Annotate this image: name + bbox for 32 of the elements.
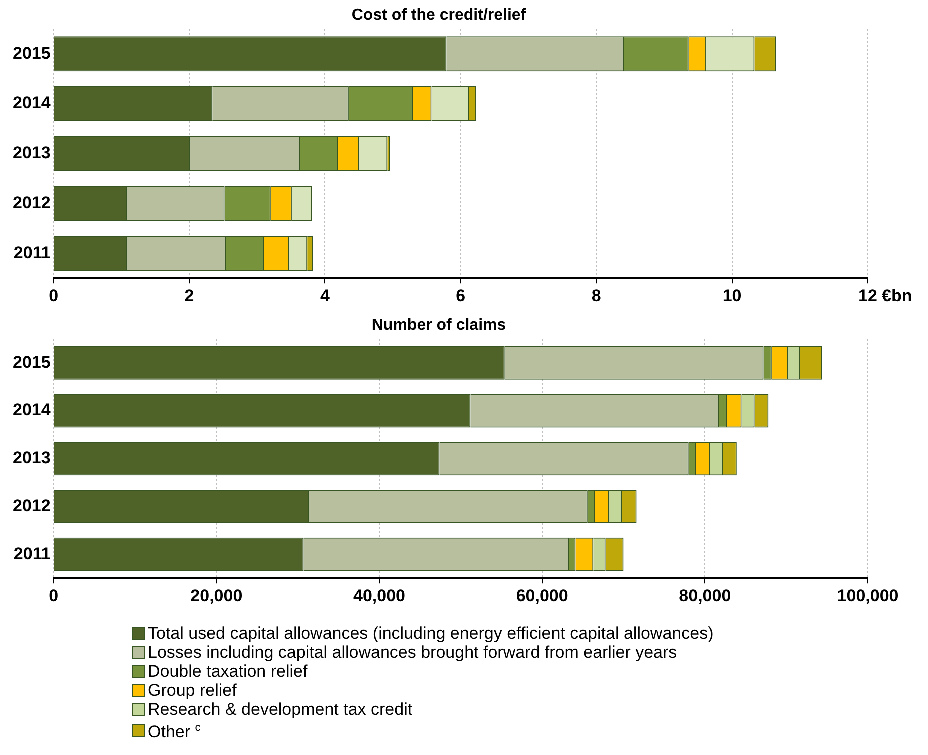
x-tick-label: 100,000 <box>837 586 899 606</box>
x-tick-label: 40,000 <box>353 586 406 606</box>
x-tick-label: 0 <box>49 286 59 306</box>
x-tick-label: 60,000 <box>516 586 568 606</box>
y-tick-label: 2015 <box>12 352 51 372</box>
legend-label: Other $^{c}$ <box>148 721 201 742</box>
y-tick-label: 2014 <box>12 400 52 420</box>
y-tick-label: 2011 <box>14 243 51 262</box>
y-tick-label: 2012 <box>12 496 51 516</box>
y-tick-label: 2011 <box>14 544 51 564</box>
x-tick-label: 6 <box>456 286 466 306</box>
y-tick-label: 2015 <box>12 44 51 63</box>
y-tick-label: 2014 <box>12 94 52 113</box>
x-tick-label: 0 <box>49 586 59 606</box>
legend-label: Total used capital allowances (including energy efficient capital allowances) <box>148 624 714 643</box>
y-tick-label: 2013 <box>12 448 51 468</box>
x-tick-label: 8 <box>592 286 602 306</box>
legend-label: Group relief <box>148 681 237 700</box>
y-tick-label: 2013 <box>12 144 51 163</box>
legend-label: Losses including capital allowances brought forward from earlier years <box>148 643 678 662</box>
legend-label: Double taxation relief <box>148 662 308 681</box>
x-tick-label: 20,000 <box>190 586 243 606</box>
x-axis-title: €bn <box>882 286 912 306</box>
x-tick-label: 4 <box>320 286 330 306</box>
legend-label: Research & development tax credit <box>148 700 413 719</box>
x-tick-label: 10 <box>722 286 742 306</box>
x-tick-label: 12 <box>858 286 878 306</box>
x-tick-label: 2 <box>184 286 194 306</box>
chart-title: Cost of the credit/relief <box>352 7 527 24</box>
y-tick-label: 2012 <box>12 193 51 212</box>
x-tick-label: 80,000 <box>679 586 732 606</box>
chart-title: Number of claims <box>372 317 506 334</box>
